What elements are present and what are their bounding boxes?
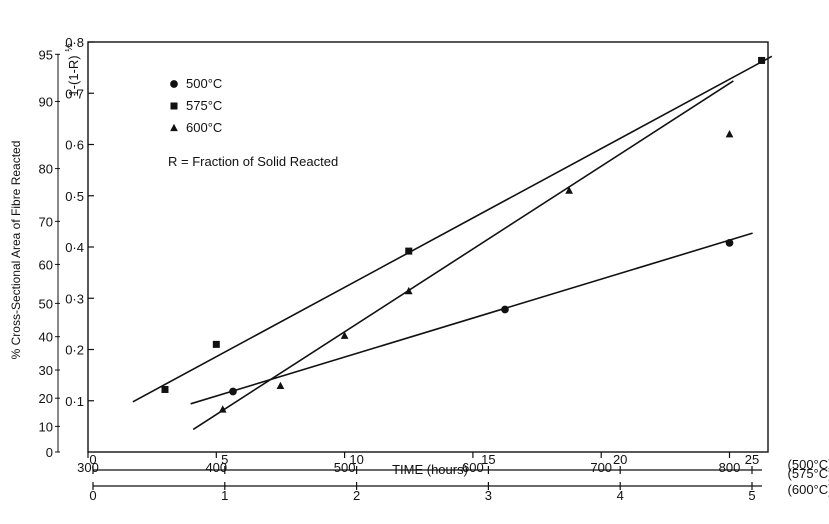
x-axis-575-tick-label: 0 [89,452,96,467]
y-tick-label: 0·7 [65,86,84,101]
data-point [404,286,413,295]
fit-line [190,232,753,405]
y-tick-label: 0·1 [65,394,84,409]
x-axis-600-tick-label: 0 [89,488,96,503]
x-tick-label: 500 [334,460,356,475]
y-percent-tick-label: 90 [39,94,53,109]
y-percent-tick-label: 50 [39,296,53,311]
data-point [565,186,573,194]
y-axis-formula-exponent: ½ [64,43,75,52]
y-percent-tick-label: 60 [39,257,53,272]
y-percent-tick-label: 95 [39,47,53,62]
x-tick-label: 700 [590,460,612,475]
data-point [725,130,734,138]
x-axis-600-label: (600°C) [788,482,829,497]
data-point [212,340,220,348]
data-point [218,405,227,413]
data-points [161,56,766,413]
y-percent-tick-label: 20 [39,391,53,406]
legend-marker [170,102,178,110]
ticks: 300 400 500 600 700 800 (500°C)0 5 10 15 20 25(575°… [39,35,829,503]
x-axis-575-tick-label: 10 [349,452,363,467]
x-axis-575-tick-label: 5 [221,452,228,467]
legend-marker [170,123,178,132]
y-tick-label: 0·2 [65,343,84,358]
legend-entry: 575°C [186,98,222,113]
annotation-text: R = Fraction of Solid Reacted [168,154,338,169]
x-tick-label: 400 [205,460,227,475]
fit-lines [132,55,773,431]
x-axis-575-tick-label: 15 [481,452,495,467]
y-axis-title: % Cross-Sectional Area of Fibre Reacted [9,141,23,360]
data-point [758,56,766,64]
x-axis-500-label: (500°C) [788,457,829,472]
x-tick-label: 800 [719,460,741,475]
y-percent-tick-label: 0 [46,445,53,460]
x-axis-600-tick-label: 2 [353,488,360,503]
data-point [161,385,169,393]
x-axis-575-label: (575°C) [788,466,829,481]
y-tick-label: 0·4 [65,240,84,255]
y-percent-tick-label: 80 [39,162,53,177]
data-point [229,387,237,396]
legend-marker [170,80,178,88]
x-axis-575-tick-label: 25 [745,452,759,467]
legend-entry: 600°C [186,120,222,135]
x-axis-600-tick-label: 4 [617,488,624,503]
data-point [340,331,349,339]
legend: 500°C 575°C 600°C [170,76,222,135]
y-axis-formula-main: 1-(1-R) [66,55,81,96]
x-axis-600-tick-label: 5 [748,488,755,503]
y-percent-tick-label: 10 [39,419,53,434]
fit-line [192,80,734,431]
y-percent-tick-label: 30 [39,363,53,378]
legend-entry: 500°C [186,76,222,91]
y-tick-label: 0·5 [65,189,84,204]
y-axis-formula: 1-(1-R) ½ [64,43,81,97]
y-tick-label: 0·6 [65,138,84,153]
y-tick-label: 0·8 [65,35,84,50]
x-tick-label: 600 [462,460,484,475]
data-point [501,305,509,314]
data-point [405,247,413,255]
y-percent-tick-label: 70 [39,214,53,229]
data-point [725,239,734,247]
y-percent-tick-label: 40 [39,330,53,345]
data-point [276,381,285,390]
x-axis-575-tick-label: 20 [613,452,627,467]
axes [57,41,769,487]
x-axis-title: TIME (hours) [392,462,468,477]
fit-line [132,55,773,403]
x-axis-600-tick-label: 1 [221,488,228,503]
x-axis-600-tick-label: 3 [485,488,492,503]
y-tick-label: 0·3 [65,291,84,306]
